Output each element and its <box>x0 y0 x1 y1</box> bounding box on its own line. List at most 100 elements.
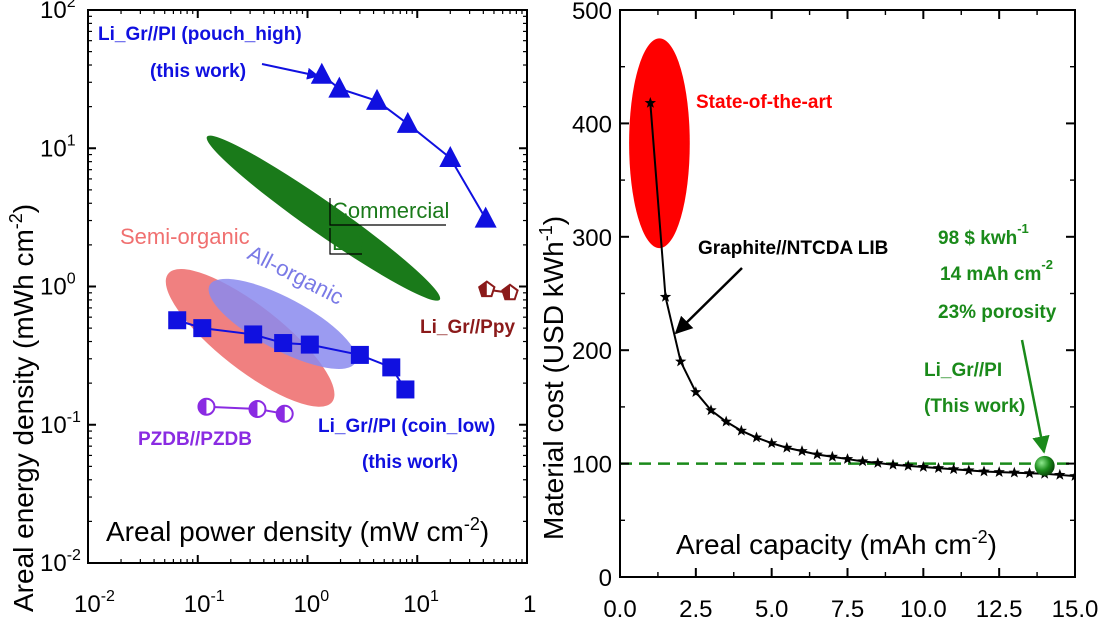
ragone-x-tick-label-2: 10-1 <box>184 588 225 618</box>
point-pzdb-pzdb-2-half <box>249 400 258 417</box>
cost-series-line <box>649 102 1075 478</box>
point-li-gr-pi-coin-low-3 <box>244 325 263 344</box>
ragone-y-axis-label: Areal energy density (mWh cm-2) <box>6 204 39 612</box>
point-li-gr-pi-pouch-high-6 <box>474 206 497 228</box>
point-pzdb-pzdb-3-half <box>276 405 285 422</box>
pouch-label-arrow <box>261 63 320 80</box>
cost-y-tick-label-5: 400 <box>572 111 612 138</box>
ragone-y-tick-label-5: 102 <box>40 0 76 24</box>
point-li-gr-pi-coin-low-2 <box>193 319 212 338</box>
cost-point-3 <box>675 355 687 367</box>
cost-y-tick-label-6: 500 <box>572 0 612 25</box>
cost-point-17 <box>887 458 899 470</box>
point-li-gr-pi-pouch-high-1 <box>310 62 333 84</box>
point-li-gr-pi-coin-low-7 <box>382 358 401 377</box>
cost-x-tick-label-2: 2.5 <box>679 596 712 618</box>
cost-point-29 <box>1069 470 1075 481</box>
cost-point-16 <box>872 457 884 468</box>
ragone-x-tick-label-3: 100 <box>294 588 330 618</box>
cost-point-2 <box>659 290 672 302</box>
region-label-semi-organic: Semi-organic <box>120 224 250 249</box>
series-label-pouch-high-line2: (this work) <box>150 61 246 82</box>
point-li-gr-pi-pouch-high-2 <box>328 76 351 98</box>
cost-x-tick-label-4: 7.5 <box>831 596 864 618</box>
ragone-x-tick-label-1: 10-2 <box>74 588 115 618</box>
cost-y-tick-label-1: 0 <box>599 565 612 592</box>
cost-x-tick-label-1: 0.0 <box>603 596 636 618</box>
cost-point-20 <box>932 462 945 473</box>
ragone-x-tick-label-5: 1 <box>523 591 536 618</box>
point-li-gr-pi-pouch-high-5 <box>439 146 462 168</box>
cost-plot-frame <box>619 9 1076 578</box>
point-li-gr-pi-coin-low-6 <box>350 345 369 364</box>
point-li-gr-pi-coin-low-1 <box>168 311 187 330</box>
point-pzdb-pzdb-1 <box>197 397 216 416</box>
cost-y-tick-label-2: 100 <box>572 452 612 479</box>
cost-point-21 <box>948 463 960 475</box>
series-label-coin-low: Li_Gr//PI (coin_low) <box>318 416 495 437</box>
series-label-coin-low-line2: (this work) <box>362 452 458 473</box>
graphite-arrow <box>674 267 743 335</box>
cost-y-axis-label: Material cost (USD kWh-1) <box>536 216 569 540</box>
annotation-graphite: Graphite//NTCDA LIB <box>698 238 888 259</box>
cost-x-tick-label-7: 15.0 <box>1052 596 1099 618</box>
series-label-pzdb: PZDB//PZDB <box>138 429 252 450</box>
cost-point-19 <box>917 461 929 472</box>
cost-point-26 <box>1023 467 1036 479</box>
ragone-x-axis-label: Areal power density (mW cm-2) <box>106 514 489 547</box>
cost-point-1 <box>644 97 656 108</box>
point-li-gr-pi-coin-low-5 <box>300 335 319 354</box>
series-label-ppy: Li_Gr//Ppy <box>420 317 515 338</box>
annotation-cost: 98 $ kwh-1 <box>938 221 1029 249</box>
ragone-chart: 10-2 10-1 100 101 1 10-2 10-1 100 101 102 Commerc… <box>6 0 536 618</box>
region-label-commercial: Commercial <box>332 198 449 223</box>
cost-point-9 <box>766 437 778 448</box>
point-li-gr-pi-coin-low-8 <box>396 380 415 399</box>
region-label-lib: LIB <box>332 230 365 255</box>
cost-point-8 <box>750 431 763 443</box>
series-label-pouch-high: Li_Gr//PI (pouch_high) <box>98 24 302 45</box>
cost-point-28 <box>1054 468 1066 480</box>
point-pzdb-pzdb-2 <box>248 399 267 418</box>
highlight-point-this-work <box>1034 455 1055 476</box>
cost-x-axis-label: Areal capacity (mAh cm-2) <box>676 527 997 560</box>
cost-point-25 <box>1008 466 1020 478</box>
cost-point-18 <box>902 459 914 471</box>
series-line-pzdb-pzdb <box>206 405 285 415</box>
ragone-y-tick-label-3: 100 <box>40 271 76 301</box>
annotation-capacity: 14 mAh cm-2 <box>940 257 1053 285</box>
cost-point-7 <box>735 424 747 436</box>
cost-point-14 <box>841 453 854 464</box>
lib-label-bracket <box>329 228 362 255</box>
cost-point-22 <box>963 464 975 476</box>
ragone-y-tick-label-1: 10-2 <box>40 547 81 577</box>
cost-point-5 <box>705 404 717 416</box>
cost-point-12 <box>811 448 823 460</box>
annotation-porosity: 23% porosity <box>938 302 1057 323</box>
cost-x-tick-label-3: 5.0 <box>755 596 788 618</box>
point-li-gr-pi-pouch-high-4 <box>396 111 419 133</box>
cost-chart: 0.0 2.5 5.0 7.5 10.0 12.5 15.0 0 100 200 300 400 500… <box>536 0 1098 618</box>
pi-arrow <box>1020 339 1050 454</box>
cost-point-11 <box>796 445 808 456</box>
cost-x-tick-label-6: 12.5 <box>976 596 1023 618</box>
cost-point-6 <box>720 415 732 427</box>
cost-x-tick-label-5: 10.0 <box>900 596 947 618</box>
cost-point-13 <box>826 450 838 462</box>
annotation-state-of-the-art: State-of-the-art <box>696 92 833 113</box>
annotation-pi-line1: Li_Gr//PI <box>924 360 1002 381</box>
commercial-label-bracket <box>329 198 446 226</box>
annotation-pi-line2: (This work) <box>924 396 1025 417</box>
ragone-y-tick-label-4: 101 <box>40 132 76 162</box>
point-li-gr-pi-coin-low-4 <box>274 334 293 353</box>
ragone-y-tick-label-2: 10-1 <box>40 409 81 439</box>
cost-point-4 <box>690 386 702 397</box>
cost-y-tick-label-4: 300 <box>572 225 612 252</box>
cost-point-15 <box>857 455 869 467</box>
cost-point-10 <box>781 441 793 453</box>
point-li-gr-ppy-2-half <box>502 284 510 300</box>
point-pzdb-pzdb-3 <box>275 404 294 423</box>
cost-y-tick-label-3: 200 <box>572 338 612 365</box>
region-commercial <box>206 135 441 301</box>
